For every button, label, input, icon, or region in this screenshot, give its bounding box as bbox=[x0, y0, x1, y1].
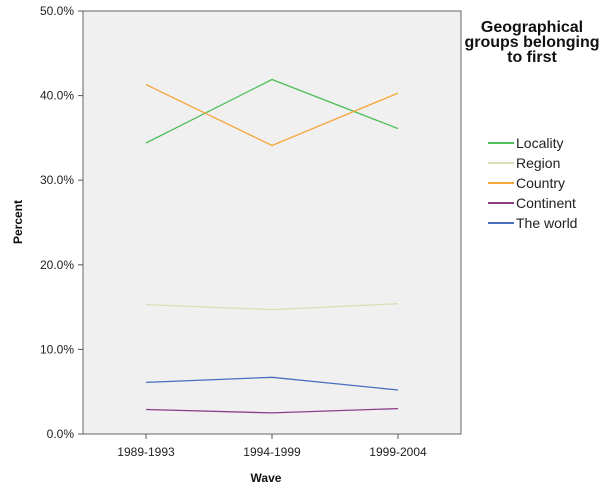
legend-swatch bbox=[488, 162, 514, 164]
series-line-locality bbox=[145, 78, 399, 144]
legend-label: Locality bbox=[516, 135, 564, 151]
legend: Locality Region Country Continent The world bbox=[486, 133, 577, 233]
y-tick-label: 50.0% bbox=[40, 4, 74, 18]
y-tick-label: 10.0% bbox=[40, 342, 74, 356]
y-tick-label: 30.0% bbox=[40, 173, 74, 187]
x-axis: 1989-1993 1994-1999 1999-2004 bbox=[117, 434, 427, 459]
series-line-country bbox=[145, 84, 399, 147]
legend-swatch bbox=[488, 182, 514, 184]
legend-swatch bbox=[488, 222, 514, 224]
series-line-continent bbox=[145, 407, 399, 414]
series-line-the-world bbox=[145, 376, 399, 391]
y-axis-title: Percent bbox=[11, 200, 25, 244]
series-line-region bbox=[145, 303, 399, 311]
legend-item: Locality bbox=[486, 133, 577, 153]
x-tick-label: 1994-1999 bbox=[243, 445, 301, 459]
y-axis: 0.0% 10.0% 20.0% 30.0% 40.0% 50.0% bbox=[40, 4, 83, 441]
legend-swatch bbox=[488, 142, 514, 144]
x-axis-title: Wave bbox=[251, 471, 282, 485]
legend-item: Country bbox=[486, 173, 577, 193]
x-tick-label: 1999-2004 bbox=[369, 445, 427, 459]
legend-item: The world bbox=[486, 213, 577, 233]
y-tick-label: 0.0% bbox=[47, 427, 75, 441]
legend-label: Region bbox=[516, 155, 561, 171]
y-tick-label: 20.0% bbox=[40, 258, 74, 272]
legend-item: Region bbox=[486, 153, 577, 173]
series-lines bbox=[145, 78, 399, 414]
legend-item: Continent bbox=[486, 193, 577, 213]
x-tick-label: 1989-1993 bbox=[117, 445, 175, 459]
legend-swatch bbox=[488, 202, 514, 204]
legend-label: The world bbox=[516, 215, 578, 231]
legend-label: Country bbox=[516, 175, 566, 191]
legend-label: Continent bbox=[516, 195, 576, 211]
y-tick-label: 40.0% bbox=[40, 89, 74, 103]
legend-title: Geographical groups belonging to first bbox=[464, 19, 600, 66]
plot-area bbox=[82, 10, 462, 435]
